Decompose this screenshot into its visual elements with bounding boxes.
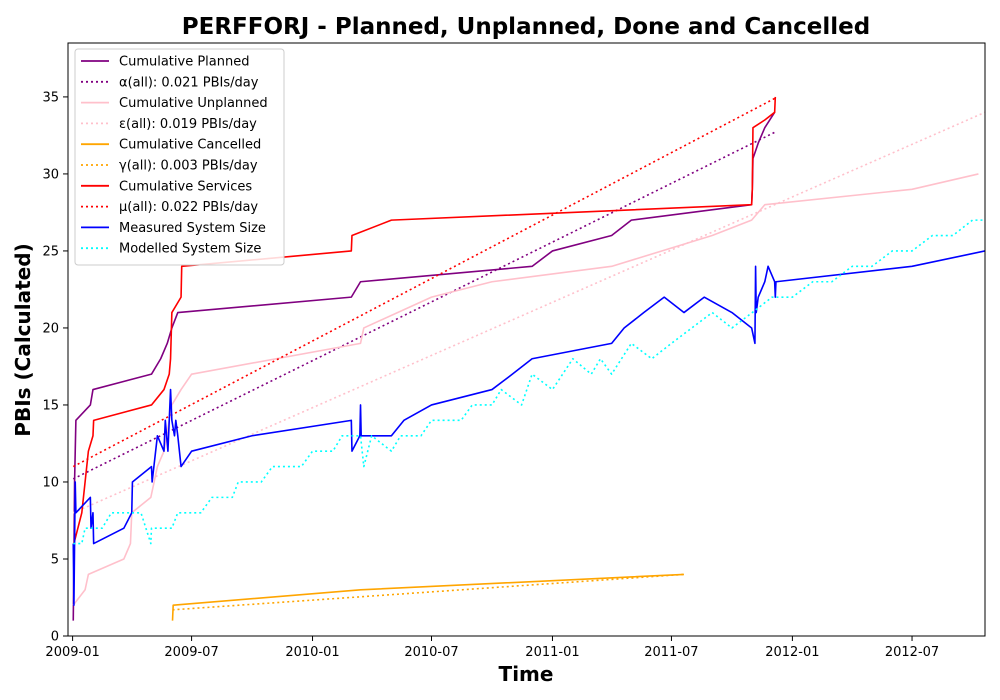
series-line-2 <box>72 173 979 606</box>
y-tick-label: 5 <box>51 552 59 567</box>
legend-label: Cumulative Services <box>119 179 252 194</box>
x-tick-label: 2012-07 <box>885 645 939 660</box>
legend-label: ε(all): 0.019 PBIs/day <box>119 117 257 132</box>
legend: Cumulative Planned α(all): 0.021 PBIs/day… <box>74 48 285 266</box>
legend-label: Cumulative Cancelled <box>119 138 261 153</box>
legend-label: γ(all): 0.003 PBIs/day <box>119 159 258 174</box>
x-axis-title: Time <box>499 662 554 686</box>
y-tick-label: 15 <box>42 398 59 413</box>
chart-title: PERFFORJ - Planned, Unplanned, Done and … <box>182 14 870 40</box>
legend-label: μ(all): 0.022 PBIs/day <box>119 200 258 215</box>
series-line-3 <box>72 111 985 514</box>
legend-label: Measured System Size <box>119 221 266 236</box>
x-tick-label: 2011-01 <box>525 645 579 660</box>
series-line-6 <box>73 96 777 544</box>
series-line-8 <box>72 250 985 606</box>
series-line-4 <box>171 573 684 621</box>
x-tick-label: 2011-07 <box>644 645 698 660</box>
y-tick-label: 0 <box>51 630 59 645</box>
plot-area <box>67 42 986 637</box>
y-axis-title: PBIs (Calculated) <box>11 243 35 436</box>
x-tick-label: 2012-01 <box>765 645 819 660</box>
x-tick-label: 2009-01 <box>45 645 99 660</box>
legend-label: Cumulative Planned <box>119 55 249 70</box>
y-tick-label: 10 <box>42 475 59 490</box>
y-tick-label: 35 <box>42 90 59 105</box>
legend-label: Modelled System Size <box>119 242 261 257</box>
series-layer <box>72 96 985 621</box>
x-tick-label: 2010-07 <box>404 645 458 660</box>
y-tick-label: 20 <box>42 321 59 336</box>
legend-label: Cumulative Unplanned <box>119 96 268 111</box>
plot-frame <box>67 42 986 637</box>
legend-box <box>74 48 285 266</box>
series-line-5 <box>172 573 684 611</box>
legend-label: α(all): 0.021 PBIs/day <box>119 75 259 90</box>
x-axis: 2009-01 2009-07 2010-01 2010-07 2011-01 2011-… <box>45 636 939 660</box>
series-line-9 <box>73 219 985 545</box>
y-tick-label: 30 <box>42 167 59 182</box>
series-line-1 <box>72 131 776 480</box>
series-line-7 <box>72 97 776 468</box>
y-tick-label: 25 <box>42 244 59 259</box>
y-axis: 0 5 10 15 20 25 30 35 <box>42 90 68 645</box>
x-tick-label: 2009-07 <box>164 645 218 660</box>
x-tick-label: 2010-01 <box>285 645 339 660</box>
